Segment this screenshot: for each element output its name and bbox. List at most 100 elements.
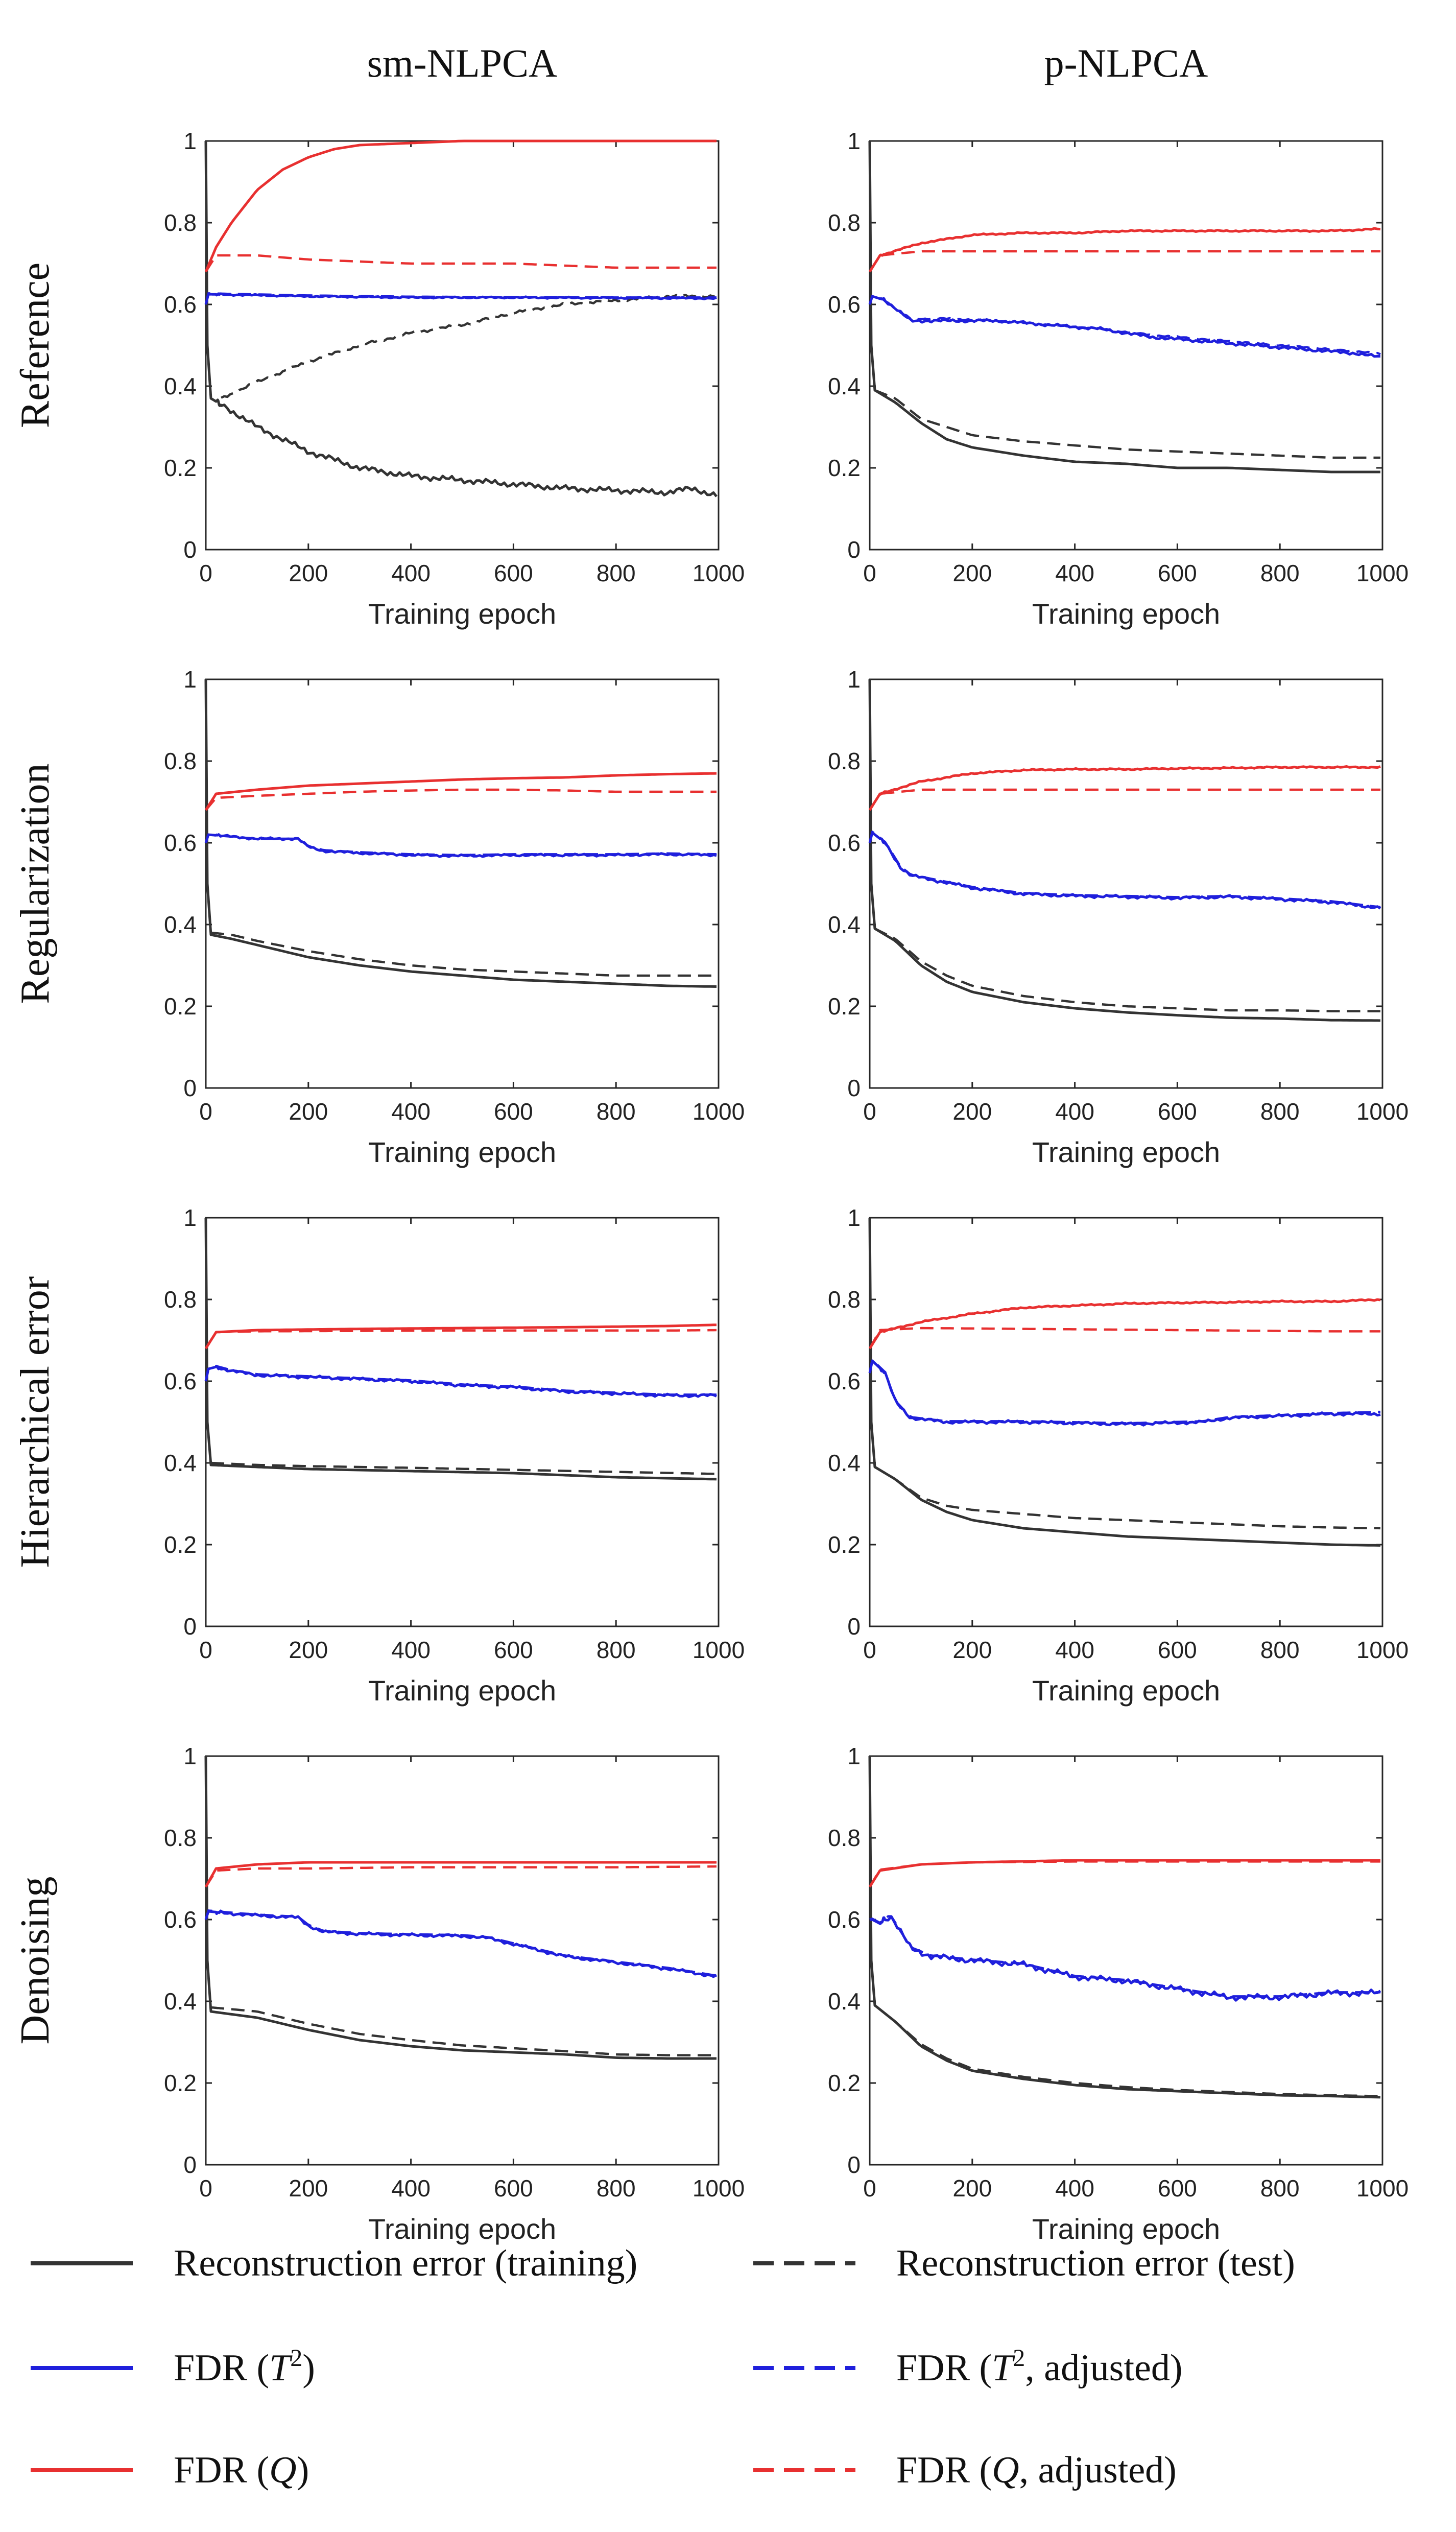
y-tick-label: 0.8 [828,1286,861,1313]
series-line-reconstruction-error-training [868,1217,1381,1547]
x-tick-label: 0 [863,1098,876,1125]
x-tick-label: 800 [1260,560,1300,586]
x-tick-label: 600 [494,1637,533,1663]
series-line-fdr-q-adjusted [869,1860,1380,1888]
y-tick-label: 0.8 [828,1825,861,1851]
legend-label-symbol: Q [269,2449,296,2491]
row-label-regularization: Regularization [13,764,58,1004]
y-tick-label: 0.6 [164,830,197,856]
x-axis-label: Training epoch [368,2213,556,2245]
series-line-fdr-q [204,139,717,272]
legend-label-suffix: ) [302,2347,315,2389]
legend-label-prefix: FDR ( [896,2449,992,2491]
y-tick-label: 0.6 [164,1906,197,1933]
y-tick-label: 0.2 [828,993,861,1020]
y-tick-label: 0.6 [828,1906,861,1933]
x-tick-label: 0 [863,560,876,586]
x-tick-label: 800 [1260,1098,1300,1125]
x-tick-label: 600 [1158,560,1197,586]
legend-label: Reconstruction error (training) [174,2242,637,2284]
y-tick-label: 0 [183,2151,197,2178]
legend-label: FDR (T2, adjusted) [896,2345,1183,2389]
x-axis-label: Training epoch [1032,598,1220,630]
x-tick-label: 600 [1158,1637,1197,1663]
plot-frame [869,140,1383,551]
x-tick-label: 800 [1260,2175,1300,2202]
legend-label-suffix: ) [297,2449,309,2491]
series-line-reconstruction-error-test [210,931,717,977]
legend-label: FDR (Q) [174,2449,309,2491]
chart-panel-p-nlpca-reference: 0 200 400 600 800 1000 0 0.2 0.4 0.6 0.8 1 Training … [828,128,1409,630]
legend-item-fdr-t2: FDR (T2) [31,2345,315,2389]
y-tick-label: 0.6 [164,1368,197,1394]
y-tick-label: 0 [847,2151,861,2178]
y-tick-label: 1 [847,666,861,693]
x-tick-label: 1000 [693,1637,745,1663]
x-tick-label: 400 [1055,1637,1094,1663]
y-tick-label: 1 [183,1743,197,1769]
legend-label: FDR (T2) [174,2345,315,2389]
series-line-fdr-q-adjusted [205,1329,717,1350]
y-tick-label: 1 [183,666,197,693]
x-tick-label: 0 [863,2175,876,2202]
x-tick-label: 0 [199,560,212,586]
y-tick-label: 0.4 [164,911,197,938]
x-axis-label: Training epoch [368,598,556,630]
y-tick-label: 0 [847,1075,861,1101]
x-tick-label: 1000 [1356,560,1409,586]
legend-item-fdr-q: FDR (Q) [31,2449,309,2491]
series-line-fdr-t2-adjusted [204,1365,717,1396]
y-tick-label: 0.2 [828,455,861,481]
x-tick-label: 1000 [1356,1637,1409,1663]
y-tick-label: 0.4 [828,373,861,399]
series-line-reconstruction-error-training [868,679,1381,1022]
y-tick-label: 0 [183,1075,197,1101]
x-tick-label: 400 [1055,1098,1094,1125]
x-tick-label: 800 [596,1637,636,1663]
x-tick-label: 200 [952,1637,992,1663]
series-line-fdr-q-adjusted [205,788,717,811]
legend-label-symbol: T [992,2347,1015,2389]
series-line-fdr-t2-adjusted [204,1909,717,1977]
y-tick-label: 0.8 [164,1286,197,1313]
x-tick-label: 600 [1158,1098,1197,1125]
x-tick-label: 800 [1260,1637,1300,1663]
legend-label: Reconstruction error (test) [896,2242,1295,2284]
x-tick-label: 800 [596,2175,636,2202]
x-tick-label: 800 [596,560,636,586]
y-tick-label: 0.2 [164,2070,197,2096]
legend-label-symbol: T [269,2347,293,2389]
x-tick-label: 0 [199,2175,212,2202]
x-tick-label: 400 [391,1098,431,1125]
x-tick-label: 400 [391,1637,431,1663]
y-tick-label: 0.8 [164,748,197,774]
y-tick-label: 0.6 [828,291,861,318]
chart-panel-p-nlpca-denoising: 0 200 400 600 800 1000 0 0.2 0.4 0.6 0.8 1 Training … [828,1743,1409,2245]
series-line-fdr-q [204,1861,717,1888]
plot-frame [869,1755,1383,2166]
chart-panel-sm-nlpca-reference: 0 200 400 600 800 1000 0 0.2 0.4 0.6 0.8 1 Training … [164,128,745,630]
y-tick-label: 0.4 [828,1450,861,1476]
y-tick-label: 0.8 [164,1825,197,1851]
x-tick-label: 600 [494,2175,533,2202]
x-tick-label: 0 [199,1637,212,1663]
row-label-reference: Reference [13,263,58,428]
x-tick-label: 400 [391,560,431,586]
legend-item-fdr-q-adj: FDR (Q, adjusted) [753,2449,1177,2491]
legend-label-superscript: 2 [290,2345,302,2372]
series-line-reconstruction-error-training [204,679,717,988]
row-label-denoising: Denoising [13,1877,58,2045]
x-tick-label: 1000 [693,2175,745,2202]
series-line-reconstruction-error-test [210,1461,717,1475]
legend-item-recon-train: Reconstruction error (training) [31,2242,637,2284]
x-tick-label: 200 [289,2175,328,2202]
y-tick-label: 0 [183,536,197,563]
x-tick-label: 200 [289,560,328,586]
x-tick-label: 600 [494,1098,533,1125]
x-axis-label: Training epoch [368,1674,556,1707]
y-tick-label: 0.8 [828,748,861,774]
series-line-fdr-t2-adjusted [204,292,717,305]
legend-label: FDR (Q, adjusted) [896,2449,1177,2491]
y-tick-label: 0.4 [828,1988,861,2015]
series-line-fdr-q [204,772,717,811]
